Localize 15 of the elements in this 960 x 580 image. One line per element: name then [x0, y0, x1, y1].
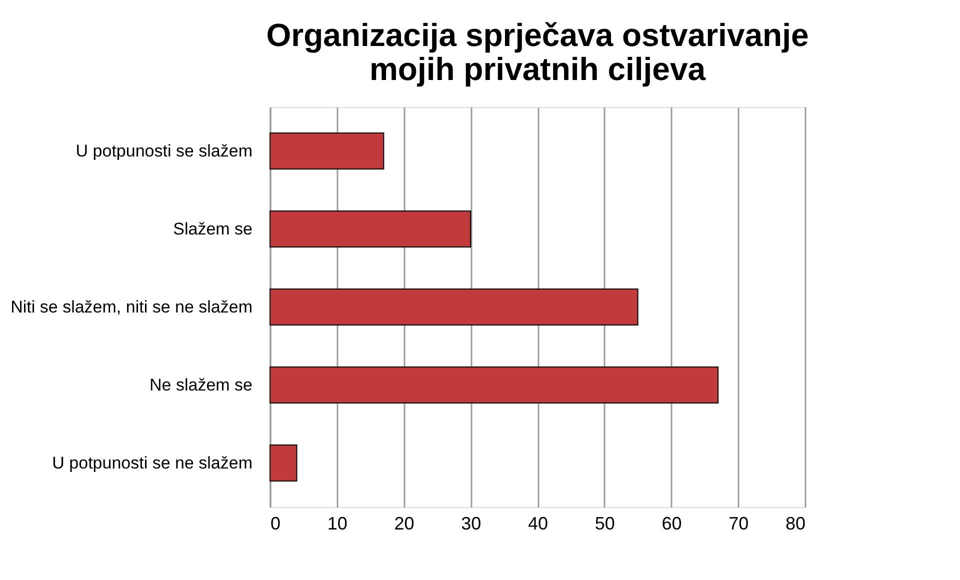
y-tick-label: Ne slažem se	[150, 376, 252, 394]
x-tick-label: 10	[327, 514, 348, 534]
x-tick-label: 40	[528, 514, 548, 534]
x-tick-label: 0	[270, 514, 281, 534]
text: Organizacija sprječava ostvarivanje	[266, 17, 809, 53]
x-tick-label: 80	[785, 514, 806, 534]
x-tick-label: 20	[394, 514, 414, 534]
y-tick-label: U potpunosti se ne slažem	[52, 454, 252, 472]
x-tick-label: 70	[728, 514, 749, 534]
y-tick-label: Slažem se	[173, 220, 252, 238]
x-tick-label: 30	[461, 514, 482, 534]
x-tick-label: 60	[662, 514, 682, 534]
y-tick-label: Niti se slažem, niti se ne slažem	[10, 298, 252, 316]
x-tick-label: 50	[594, 514, 615, 534]
y-tick-label: U potpunosti se slažem	[76, 142, 252, 160]
